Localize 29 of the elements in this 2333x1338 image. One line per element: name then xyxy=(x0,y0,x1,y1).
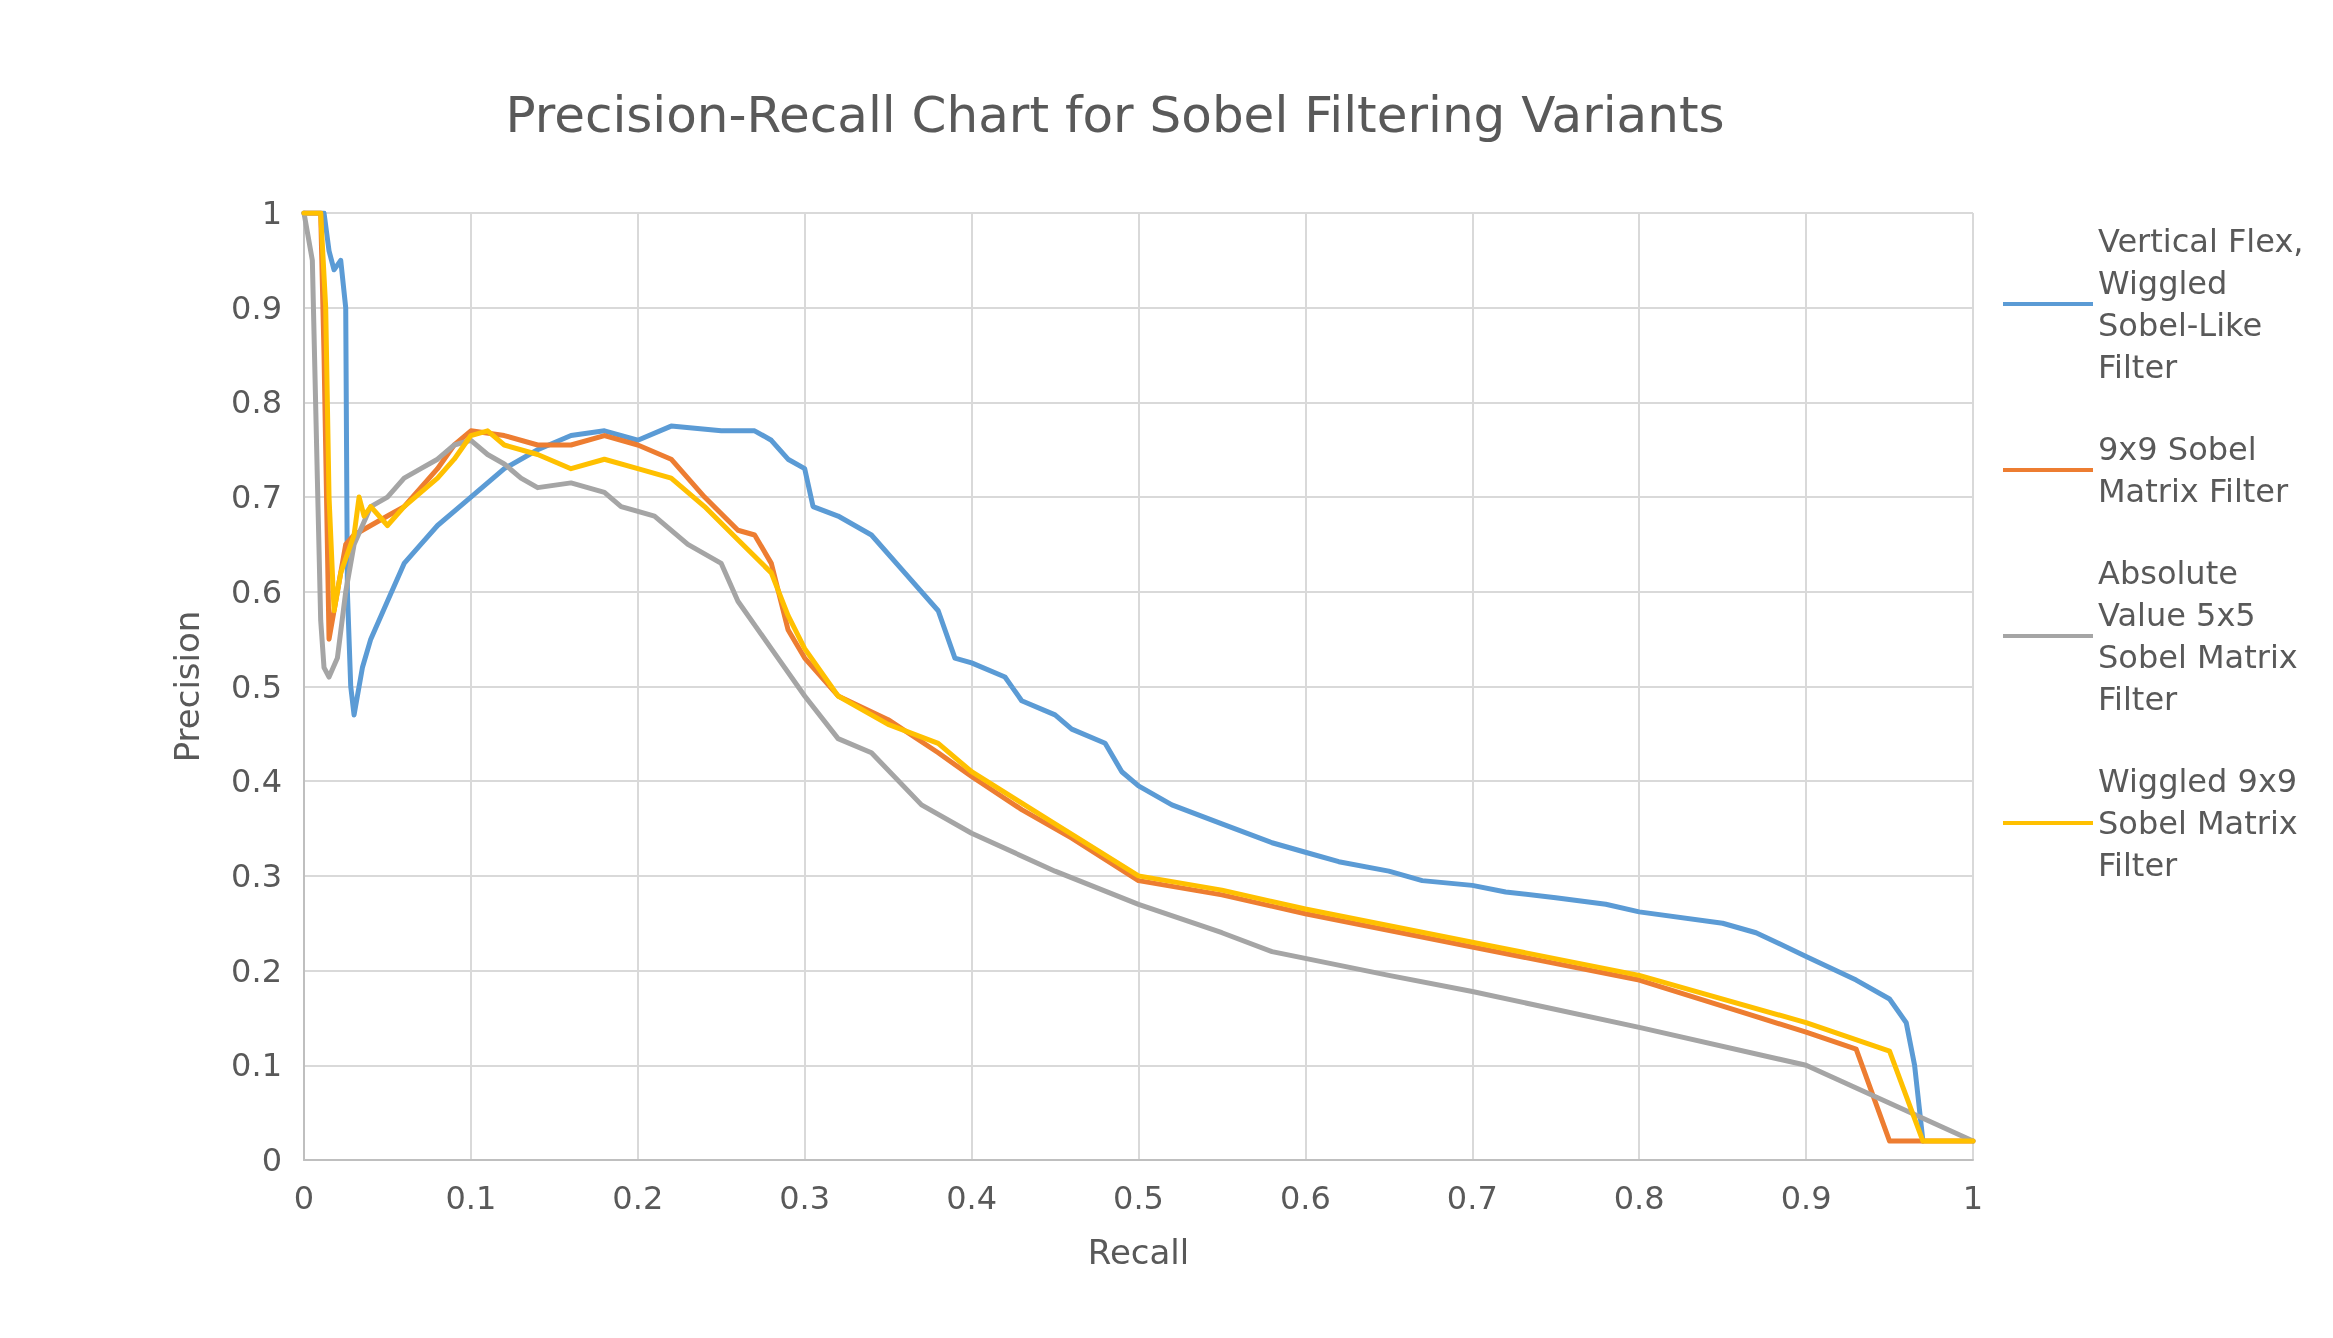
x-tick-label: 0.9 xyxy=(1780,1179,1832,1217)
legend-label: 9x9 Sobel Matrix Filter xyxy=(2098,430,2290,510)
y-tick-label: 0.3 xyxy=(231,856,282,895)
legend-label: Wiggled 9x9 Sobel Matrix Filter xyxy=(2098,762,2308,884)
y-tick-label: 0.6 xyxy=(231,572,282,611)
x-tick-label: 0.6 xyxy=(1279,1179,1331,1217)
y-tick-label: 0.4 xyxy=(231,762,282,801)
x-tick-label: 1 xyxy=(1962,1179,1984,1217)
y-tick-label: 0.2 xyxy=(231,951,282,990)
chart-title: Precision-Recall Chart for Sobel Filtering Variants xyxy=(505,86,1725,144)
x-tick-label: 0.2 xyxy=(612,1179,664,1217)
y-tick-label: 0.5 xyxy=(231,667,282,706)
x-tick-label: 0.7 xyxy=(1446,1179,1498,1217)
x-tick-label: 0.8 xyxy=(1613,1179,1665,1217)
y-tick-label: 0.8 xyxy=(231,383,282,422)
x-tick-label: 0 xyxy=(293,1179,315,1217)
y-tick-label: 0.7 xyxy=(231,478,282,517)
y-tick-label: 0.1 xyxy=(231,1046,282,1085)
x-tick-label: 0.3 xyxy=(779,1179,831,1217)
legend-label: Absolute Value 5x5 Sobel Matrix Filter xyxy=(2098,554,2308,718)
x-tick-label: 0.4 xyxy=(946,1179,998,1217)
y-tick-label: 0 xyxy=(261,1141,282,1179)
x-tick-label: 0.1 xyxy=(445,1179,497,1217)
y-axis-title: Precision xyxy=(167,610,207,763)
x-tick-label: 0.5 xyxy=(1113,1179,1164,1217)
y-tick-label: 1 xyxy=(261,194,282,232)
x-axis-title: Recall xyxy=(1087,1232,1190,1272)
legend-label: Vertical Flex, Wiggled Sobel-Like Filter xyxy=(2098,222,2314,386)
y-tick-label: 0.9 xyxy=(231,288,282,327)
